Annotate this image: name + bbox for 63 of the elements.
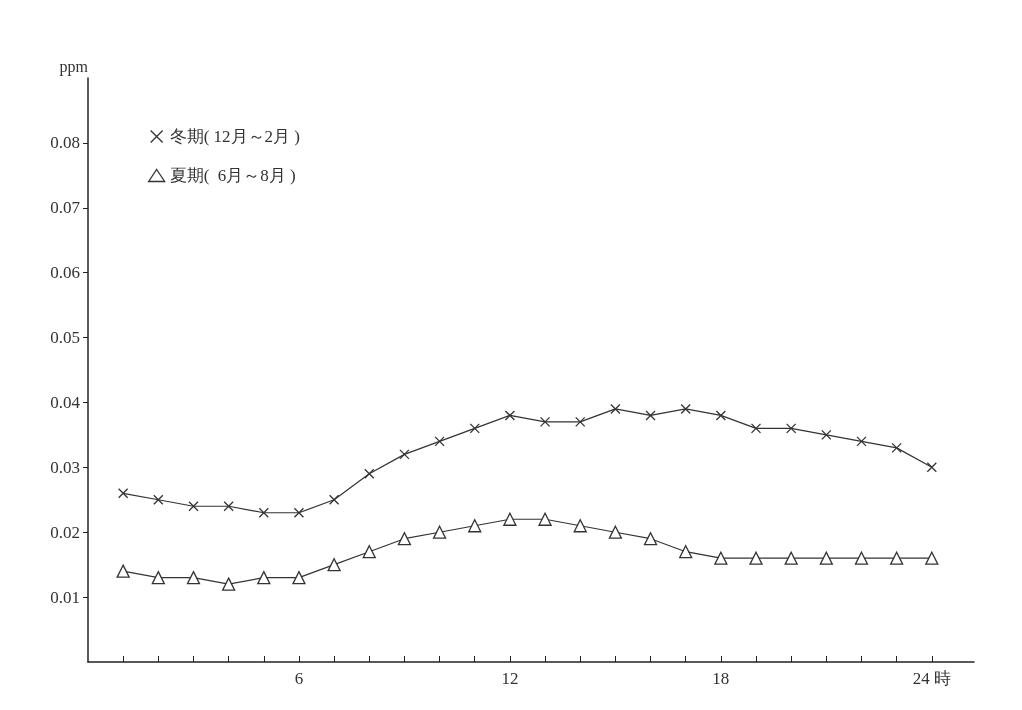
point: [819, 551, 833, 565]
point: [504, 410, 516, 421]
legend-label: 冬期( 12月～2月 ): [169, 127, 300, 146]
point: [750, 423, 762, 434]
point: [608, 525, 623, 539]
point: [118, 488, 129, 499]
point: [784, 551, 798, 565]
y-tick-label: 0.08: [50, 133, 80, 153]
point: [434, 436, 445, 447]
point: [221, 577, 236, 591]
point: [573, 519, 587, 533]
point: [643, 532, 658, 546]
point: [925, 551, 939, 565]
point: [715, 410, 727, 421]
point: [223, 501, 234, 512]
legend-label: 夏期( 6月～8月 ): [169, 166, 296, 185]
point: [539, 416, 551, 428]
point: [468, 519, 482, 533]
point: [364, 468, 375, 479]
point: [680, 403, 691, 415]
point: [292, 570, 306, 585]
point: [327, 558, 341, 572]
y-tick-label: 0.07: [50, 198, 81, 218]
x-tick-label: 6: [294, 669, 304, 688]
y-tick-label: 0.01: [50, 587, 80, 607]
point: [891, 442, 902, 454]
point: [186, 570, 201, 585]
point: [328, 494, 340, 505]
point: [151, 570, 165, 585]
point: [575, 416, 586, 428]
point: [714, 551, 728, 565]
point: [362, 545, 376, 559]
point: [293, 507, 305, 518]
point: [854, 551, 869, 565]
y-tick-label: 0.06: [50, 263, 80, 283]
point: [645, 410, 656, 421]
point: [856, 436, 867, 447]
point: [786, 423, 797, 434]
x-tick-label: 12: [501, 669, 519, 688]
point: [153, 494, 164, 505]
point: [257, 570, 271, 585]
point: [538, 512, 552, 526]
x-tick-label: 18: [712, 669, 730, 688]
point: [610, 403, 621, 415]
point: [890, 551, 904, 565]
y-tick-label: 0.04: [50, 392, 81, 412]
point: [399, 449, 410, 460]
y-axis-title: ppm: [59, 57, 89, 76]
y-tick-label: 0.05: [50, 328, 80, 348]
point: [679, 545, 693, 559]
x-tick-label: 24 時: [912, 669, 951, 688]
point: [258, 507, 269, 518]
point: [926, 462, 937, 473]
point: [749, 551, 763, 565]
point: [432, 525, 447, 539]
point: [503, 512, 517, 526]
point: [116, 564, 130, 578]
y-tick-label: 0.03: [50, 457, 80, 477]
point: [821, 429, 832, 441]
y-tick-label: 0.02: [50, 522, 80, 542]
point: [469, 423, 480, 434]
point: [188, 501, 199, 512]
point: [397, 532, 412, 546]
